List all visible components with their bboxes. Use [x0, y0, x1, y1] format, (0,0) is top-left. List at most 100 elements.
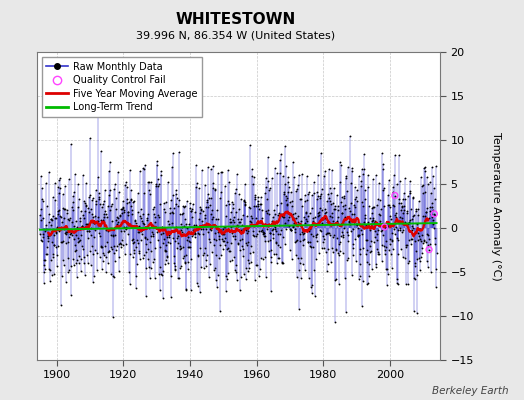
Point	[259, 229, 267, 235]
Point	[75, 260, 84, 266]
Point	[263, 226, 271, 232]
Point	[95, 230, 104, 236]
Point	[215, 232, 223, 239]
Point	[410, 275, 418, 282]
Point	[121, 225, 129, 231]
Point	[431, 241, 440, 248]
Point	[171, 191, 180, 197]
Point	[168, 164, 176, 170]
Point	[169, 192, 177, 199]
Point	[386, 241, 394, 247]
Point	[350, 219, 358, 225]
Point	[214, 215, 223, 222]
Point	[250, 203, 258, 209]
Point	[305, 228, 313, 235]
Point	[313, 189, 321, 195]
Point	[217, 251, 226, 258]
Point	[288, 255, 296, 262]
Point	[416, 266, 424, 273]
Point	[387, 223, 396, 230]
Point	[93, 267, 101, 273]
Point	[356, 183, 365, 190]
Point	[264, 206, 272, 213]
Point	[72, 246, 80, 253]
Point	[319, 233, 327, 239]
Point	[301, 210, 310, 216]
Point	[75, 195, 83, 202]
Point	[39, 234, 47, 240]
Point	[98, 266, 106, 272]
Point	[397, 207, 405, 214]
Point	[385, 236, 394, 242]
Point	[383, 265, 391, 272]
Point	[57, 224, 66, 230]
Point	[427, 190, 435, 196]
Point	[313, 231, 322, 238]
Point	[257, 201, 265, 207]
Point	[283, 195, 291, 201]
Point	[323, 230, 332, 236]
Point	[119, 228, 128, 234]
Point	[368, 205, 376, 211]
Point	[429, 207, 438, 213]
Point	[237, 216, 245, 222]
Point	[247, 243, 255, 250]
Point	[167, 272, 176, 279]
Point	[279, 214, 288, 220]
Point	[277, 227, 285, 233]
Point	[51, 196, 60, 203]
Point	[202, 257, 210, 263]
Point	[318, 244, 326, 251]
Point	[140, 165, 148, 172]
Point	[293, 237, 301, 243]
Point	[370, 218, 379, 224]
Point	[130, 217, 139, 224]
Point	[85, 134, 94, 141]
Point	[336, 248, 345, 254]
Point	[97, 204, 106, 210]
Point	[195, 210, 204, 216]
Point	[68, 256, 77, 262]
Point	[305, 243, 314, 250]
Point	[108, 314, 117, 320]
Point	[417, 174, 425, 180]
Point	[152, 224, 161, 231]
Point	[127, 203, 135, 210]
Point	[224, 198, 233, 204]
Point	[422, 239, 430, 246]
Point	[428, 164, 436, 170]
Point	[130, 250, 139, 256]
Point	[60, 226, 69, 232]
Point	[262, 175, 270, 181]
Point	[241, 201, 249, 207]
Point	[176, 246, 184, 252]
Point	[67, 141, 75, 147]
Point	[333, 235, 341, 241]
Point	[223, 238, 231, 245]
Point	[277, 210, 285, 217]
Point	[172, 223, 180, 230]
Point	[191, 230, 200, 236]
Point	[104, 260, 112, 266]
Point	[103, 226, 111, 232]
Point	[110, 186, 118, 192]
Point	[402, 242, 410, 248]
Point	[71, 171, 79, 177]
Point	[129, 240, 137, 246]
Point	[66, 175, 74, 182]
Point	[270, 226, 279, 232]
Point	[302, 209, 310, 215]
Point	[185, 200, 194, 207]
Point	[139, 190, 148, 196]
Point	[386, 204, 395, 210]
Point	[109, 232, 117, 238]
Point	[136, 168, 145, 174]
Point	[75, 237, 84, 244]
Point	[73, 274, 81, 280]
Point	[223, 246, 231, 252]
Point	[255, 201, 264, 207]
Point	[347, 211, 356, 218]
Point	[304, 188, 313, 195]
Point	[202, 203, 211, 210]
Point	[382, 238, 390, 244]
